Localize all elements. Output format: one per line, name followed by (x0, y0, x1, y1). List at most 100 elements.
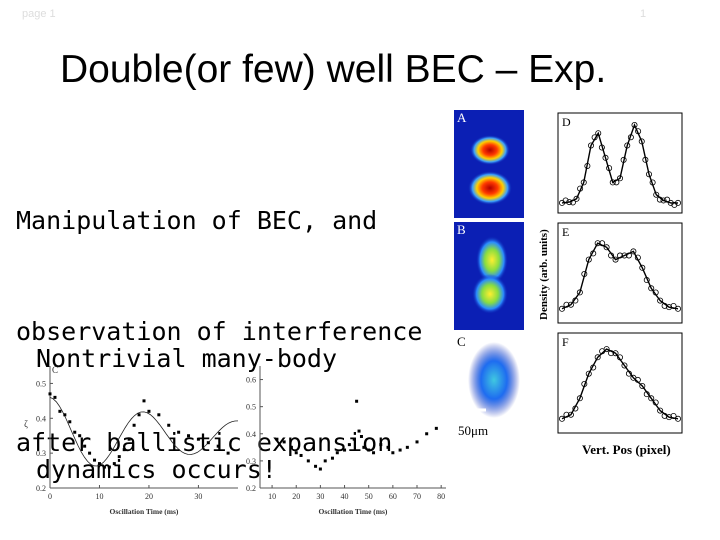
atom-cloud-upper (470, 135, 510, 165)
y-tick-label: 0.4 (246, 430, 256, 439)
density-panel-frame (557, 112, 683, 214)
density-point (652, 289, 659, 296)
density-point (576, 395, 583, 402)
sub-bullet-line-2: dynamics occurs! (36, 455, 277, 484)
density-xlabel: Vert. Pos (pixel) (582, 442, 671, 457)
scatter-point (306, 459, 310, 463)
y-tick-label: 0.2 (246, 484, 256, 493)
scatter-point (73, 430, 77, 434)
panel-label-c: C (457, 334, 466, 349)
scatter-point (206, 441, 210, 445)
slide-corner-label: page 1 (22, 8, 56, 20)
density-point (609, 179, 616, 186)
density-point (674, 305, 681, 312)
y-tick-label: 0.5 (246, 403, 256, 412)
density-point (590, 364, 597, 371)
bullet-line-3: after ballistic expansion (16, 428, 393, 457)
density-point (590, 250, 597, 257)
density-point (657, 297, 664, 304)
sub-bullet-list: Nontrivial many-body dynamics occurs! (36, 266, 337, 525)
x-tick-label: 70 (413, 492, 421, 501)
y-tick-label: 0.3 (36, 449, 46, 458)
density-point (612, 350, 619, 357)
density-point (594, 240, 601, 247)
scatter-point (63, 413, 67, 417)
scatter-point (157, 413, 161, 417)
density-point (577, 185, 584, 192)
scatter-point (398, 448, 402, 452)
density-point (666, 304, 673, 311)
scatter-point (68, 420, 72, 424)
x-tick-label: 20 (145, 492, 153, 501)
density-fit-line (561, 123, 678, 204)
scatter-point (330, 456, 334, 460)
scatter-point (314, 464, 318, 468)
bullet-line-2: observation of interference (16, 317, 423, 346)
scatter-point (83, 444, 87, 448)
scatter-point (355, 399, 359, 403)
scatter-point (177, 430, 181, 434)
fit-curve (49, 397, 239, 467)
density-point (606, 165, 613, 172)
oscillation-chart-right: 0.6 0.5 0.4 0.3 0.2 10 20 30 40 50 60 70 80 Oscillati… (246, 366, 446, 516)
density-point (666, 414, 673, 421)
density-point (674, 415, 681, 422)
scatter-point (122, 448, 126, 452)
density-point (638, 138, 645, 145)
density-point (617, 252, 624, 259)
panel-label-a: A (457, 110, 467, 125)
scatter-point (167, 423, 171, 427)
scatter-point (415, 440, 419, 444)
scatter-point (142, 399, 146, 403)
scatter-point (53, 395, 57, 399)
x-tick-label: 10 (95, 492, 103, 501)
scatter-point (196, 437, 200, 441)
density-point (661, 412, 668, 419)
scatter-point (93, 458, 97, 462)
x-tick-label: 30 (194, 492, 202, 501)
y-tick-label: 0.5 (36, 379, 46, 388)
bullet-list: Manipulation of BEC, and observation of … (16, 128, 422, 498)
scatter-point (112, 462, 116, 466)
scatter-point (335, 451, 339, 455)
scatter-point (147, 409, 151, 413)
density-point (634, 254, 641, 261)
density-point (670, 412, 677, 419)
density-point (642, 156, 649, 163)
scatter-point (425, 432, 429, 436)
scatter-point (367, 448, 371, 452)
scatter-panel-label: C (52, 365, 58, 375)
scatter-point (434, 426, 438, 430)
scatter-point (137, 413, 141, 417)
scatter-point (343, 448, 347, 452)
density-ylabel: Density (arb. units) (538, 229, 550, 320)
panel-label-b: B (457, 222, 466, 237)
scatter-point (275, 437, 279, 441)
density-panel-frame (557, 222, 683, 324)
density-point (621, 362, 628, 369)
density-point (599, 240, 606, 247)
density-point (562, 197, 569, 204)
scatter-point (107, 465, 111, 469)
atom-cloud-lower (468, 171, 512, 205)
scatter-point (187, 434, 191, 438)
density-point (639, 382, 646, 389)
scatter-point (405, 445, 409, 449)
density-point (572, 297, 579, 304)
density-point (567, 411, 574, 418)
density-point (558, 415, 565, 422)
scatter-point (379, 443, 383, 447)
density-point (608, 350, 615, 357)
scatter-point (386, 445, 390, 449)
scatter-point (97, 462, 101, 466)
density-point (661, 302, 668, 309)
oscillation-chart-left: 0.5 0.4 0.3 0.20 10 20 30 Oscillation Time (ms)… (24, 365, 239, 516)
scatter-point (294, 451, 298, 455)
density-point (594, 354, 601, 361)
scatter-point (347, 443, 351, 447)
density-point (656, 196, 663, 203)
density-point (567, 301, 574, 308)
density-panel-label: D (562, 115, 571, 129)
density-point (588, 142, 595, 149)
density-panel-label: F (562, 335, 569, 349)
